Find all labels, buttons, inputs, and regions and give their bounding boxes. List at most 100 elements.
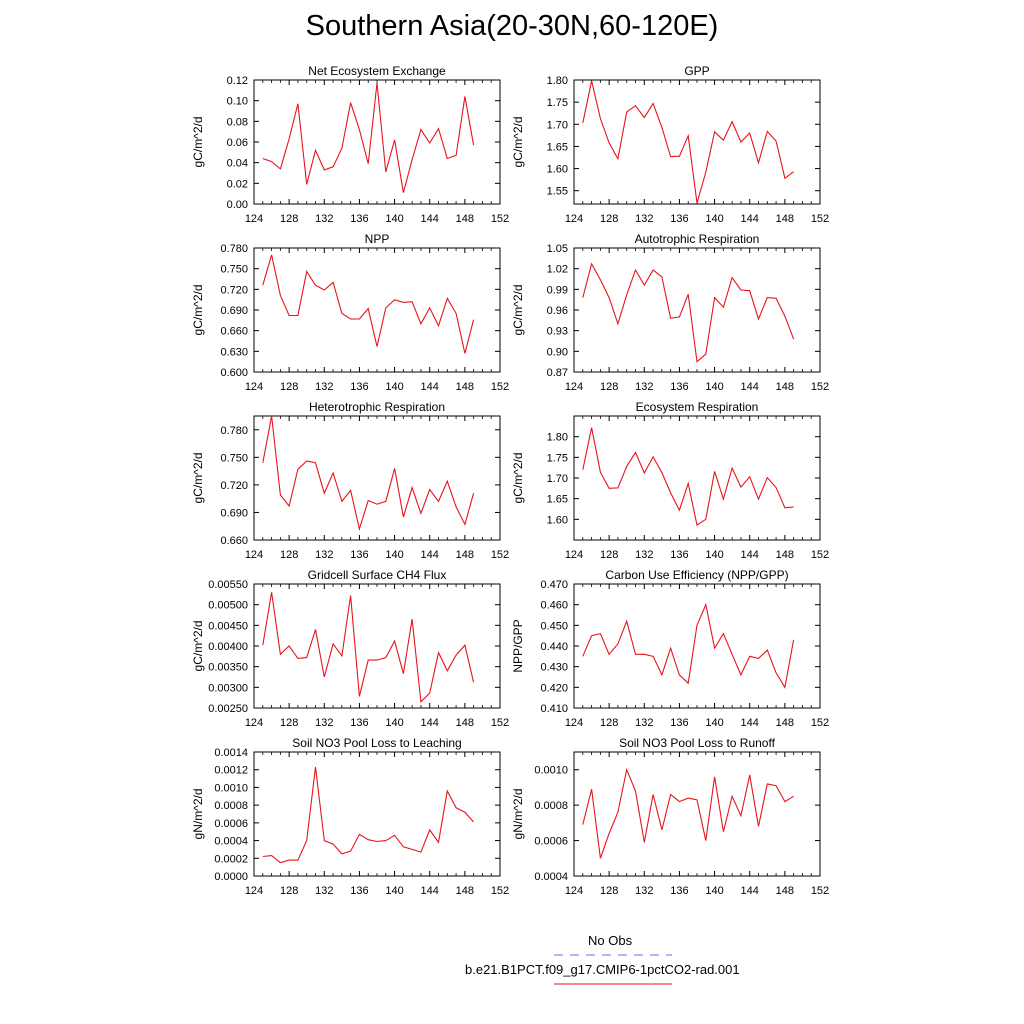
- panel-9-ytick-label: 0.0004: [214, 836, 248, 848]
- panel-9-frame: [253, 751, 501, 877]
- panel-9-ytick-label: 0.0010: [214, 782, 248, 794]
- panel-5-ytick-label: 0.690: [220, 507, 248, 519]
- panel-8-xtick-label: 124: [565, 717, 583, 729]
- panel-4-series-line-1: [582, 262, 795, 363]
- panel-2-xtick-label: 148: [776, 213, 794, 225]
- panel-2-title: GPP: [684, 64, 709, 78]
- panel-6-xtick-label: 136: [670, 549, 688, 561]
- panel-7-ytick-label: 0.00450: [208, 620, 248, 632]
- panel-10-xtick-label: 140: [705, 885, 723, 897]
- panel-8-ytick-label: 0.410: [540, 703, 568, 715]
- panel-1-xtick-label: 128: [280, 213, 298, 225]
- panel-5-ytick-label: 0.660: [220, 535, 248, 547]
- panel-2-ytick-label: 1.80: [547, 75, 568, 87]
- panel-5-xtick-label: 152: [491, 549, 509, 561]
- panel-9-ytick-label: 0.0012: [214, 765, 248, 777]
- panel-10-ytick-label: 0.0004: [534, 871, 568, 883]
- panel-7-frame: [253, 583, 501, 709]
- panel-2-xtick-label: 152: [811, 213, 829, 225]
- panel-4-ytick-label: 1.02: [547, 264, 568, 276]
- panel-8-ytick-label: 0.430: [540, 662, 568, 674]
- panel-3-ytick-label: 0.780: [220, 243, 248, 255]
- panel-6-ytick-label: 1.60: [547, 514, 568, 526]
- panel-3-ytick-label: 0.660: [220, 326, 248, 338]
- panel-2-xtick-label: 144: [741, 213, 759, 225]
- panel-1-title: Net Ecosystem Exchange: [308, 64, 446, 78]
- panel-9-xtick-label: 132: [315, 885, 333, 897]
- panel-10-xtick-label: 136: [670, 885, 688, 897]
- panel-2-xtick-label: 140: [705, 213, 723, 225]
- panel-1-ylabel: gC/m^2/d: [191, 117, 205, 168]
- panel-8-ytick-label: 0.460: [540, 600, 568, 612]
- panel-1-xtick-label: 152: [491, 213, 509, 225]
- panel-5-xtick-label: 136: [350, 549, 368, 561]
- panel-7-ytick-label: 0.00300: [208, 682, 248, 694]
- panel-9-ytick-label: 0.0000: [214, 871, 248, 883]
- panel-7-xtick-label: 140: [385, 717, 403, 729]
- panel-4-xtick-label: 128: [600, 381, 618, 393]
- panel-5-title: Heterotrophic Respiration: [309, 400, 445, 414]
- panel-2-ytick-label: 1.60: [547, 164, 568, 176]
- panel-6-title: Ecosystem Respiration: [636, 400, 759, 414]
- panel-10-xtick-label: 144: [741, 885, 759, 897]
- panel-7-ylabel: gC/m^2/d: [191, 621, 205, 672]
- panel-6-ylabel: gC/m^2/d: [511, 453, 525, 504]
- panel-8-series-line-1: [582, 602, 795, 689]
- panel-8-ytick-label: 0.420: [540, 682, 568, 694]
- panel-4-ytick-label: 0.93: [547, 326, 568, 338]
- panel-9-xtick-label: 124: [245, 885, 263, 897]
- panel-7-xtick-label: 144: [421, 717, 439, 729]
- panel-9-series-line-1: [262, 767, 475, 864]
- panel-4-ylabel: gC/m^2/d: [511, 285, 525, 336]
- panel-8-ytick-label: 0.440: [540, 641, 568, 653]
- panel-4-xtick-label: 144: [741, 381, 759, 393]
- panel-10-ylabel: gN/m^2/d: [511, 789, 525, 840]
- panel-7-ytick-label: 0.00500: [208, 600, 248, 612]
- panel-9-xtick-label: 136: [350, 885, 368, 897]
- panel-3-xtick-label: 148: [456, 381, 474, 393]
- panel-5-ylabel: gC/m^2/d: [191, 453, 205, 504]
- panel-3-xtick-label: 144: [421, 381, 439, 393]
- panel-7-xtick-label: 128: [280, 717, 298, 729]
- panel-6-xtick-label: 124: [565, 549, 583, 561]
- panel-9-xtick-label: 128: [280, 885, 298, 897]
- panel-6-series-line-1: [582, 427, 794, 527]
- panel-6-xtick-label: 128: [600, 549, 618, 561]
- panel-1-xtick-label: 132: [315, 213, 333, 225]
- panel-8-xtick-label: 132: [635, 717, 653, 729]
- panel-10-xtick-label: 148: [776, 885, 794, 897]
- panel-3-ytick-label: 0.630: [220, 346, 248, 358]
- panel-3-ylabel: gC/m^2/d: [191, 285, 205, 336]
- panel-6-ytick-label: 1.65: [547, 494, 568, 506]
- panel-3-xtick-label: 140: [385, 381, 403, 393]
- panel-8-ytick-label: 0.450: [540, 620, 568, 632]
- panel-1-xtick-label: 148: [456, 213, 474, 225]
- panel-7-xtick-label: 152: [491, 717, 509, 729]
- panel-3-series-line-1: [262, 254, 475, 354]
- panel-6-ytick-label: 1.70: [547, 473, 568, 485]
- legend-label-obs: No Obs: [588, 933, 633, 948]
- panel-4-ytick-label: 1.05: [547, 243, 568, 255]
- panel-6-frame: [573, 415, 821, 541]
- panel-5-xtick-label: 128: [280, 549, 298, 561]
- panel-1-ytick-label: 0.12: [227, 75, 248, 87]
- legend-label-model: b.e21.B1PCT.f09_g17.CMIP6-1pctCO2-rad.00…: [465, 962, 740, 977]
- panel-8-xtick-label: 144: [741, 717, 759, 729]
- panel-8-frame: [573, 583, 821, 709]
- panel-2-xtick-label: 124: [565, 213, 583, 225]
- panel-5-xtick-label: 140: [385, 549, 403, 561]
- panel-7-ytick-label: 0.00250: [208, 703, 248, 715]
- panel-8-title: Carbon Use Efficiency (NPP/GPP): [605, 568, 788, 582]
- panel-8-ytick-label: 0.470: [540, 579, 568, 591]
- panel-6-xtick-label: 152: [811, 549, 829, 561]
- panel-8-ylabel: NPP/GPP: [511, 619, 525, 672]
- panel-6-xtick-label: 144: [741, 549, 759, 561]
- panel-4-xtick-label: 132: [635, 381, 653, 393]
- panel-4-xtick-label: 152: [811, 381, 829, 393]
- panel-2-xtick-label: 132: [635, 213, 653, 225]
- panel-4-title: Autotrophic Respiration: [635, 232, 760, 246]
- panel-4-xtick-label: 140: [705, 381, 723, 393]
- panel-2-ytick-label: 1.65: [547, 141, 568, 153]
- panel-3-ytick-label: 0.690: [220, 305, 248, 317]
- panel-5-xtick-label: 144: [421, 549, 439, 561]
